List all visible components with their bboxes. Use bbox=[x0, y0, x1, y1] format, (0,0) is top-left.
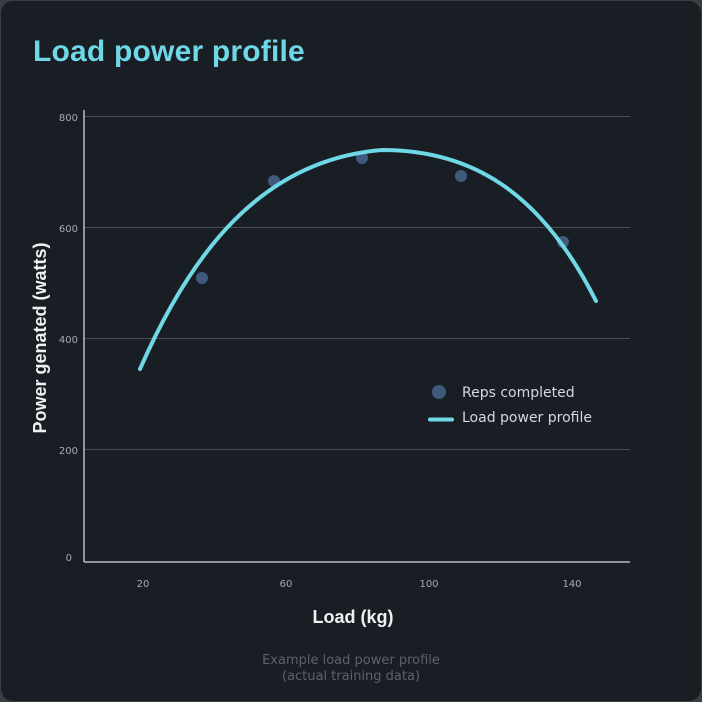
x-axis-title: Load (kg) bbox=[313, 607, 394, 627]
legend-circle-icon bbox=[432, 385, 446, 399]
y-tick-200: 200 bbox=[59, 446, 78, 457]
y-tick-0: 0 bbox=[66, 553, 72, 564]
y-tick-400: 400 bbox=[59, 335, 78, 346]
y-axis-title: Power genated (watts) bbox=[30, 242, 50, 433]
y-tick-800: 800 bbox=[59, 113, 78, 124]
x-tick-labels: 20 60 100 140 bbox=[137, 579, 582, 590]
load-power-profile-curve bbox=[138, 147, 598, 371]
y-tick-600: 600 bbox=[59, 224, 78, 235]
chart-title: Load power profile bbox=[33, 35, 305, 68]
legend-label-reps: Reps completed bbox=[462, 385, 575, 401]
x-tick-140: 140 bbox=[562, 579, 581, 590]
legend: Reps completed Load power profile bbox=[428, 385, 592, 426]
legend-label-profile: Load power profile bbox=[462, 410, 592, 426]
chart-caption: Example load power profile (actual train… bbox=[0, 653, 702, 685]
caption-line-2: (actual training data) bbox=[281, 669, 421, 684]
data-point bbox=[196, 272, 208, 284]
gridlines bbox=[84, 116, 630, 450]
data-point bbox=[455, 170, 467, 182]
x-tick-60: 60 bbox=[280, 579, 293, 590]
reps-completed-series bbox=[196, 152, 569, 284]
caption-line-1: Example load power profile bbox=[262, 653, 440, 668]
x-tick-100: 100 bbox=[419, 579, 438, 590]
y-tick-labels: 800 600 400 200 0 bbox=[59, 113, 78, 564]
x-tick-20: 20 bbox=[137, 579, 150, 590]
